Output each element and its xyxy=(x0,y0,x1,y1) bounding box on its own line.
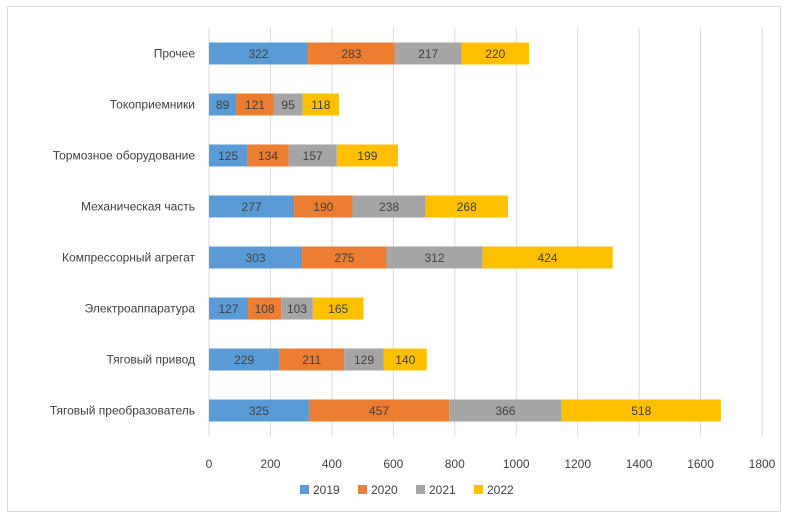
category-label: Тормозное оборудование xyxy=(53,149,196,163)
legend-swatch xyxy=(358,485,367,494)
data-label: 283 xyxy=(341,47,361,61)
bar-segment xyxy=(383,348,427,371)
bar-segment xyxy=(336,144,398,167)
data-label: 199 xyxy=(357,149,377,163)
bar-segment xyxy=(209,348,280,371)
category-label: Тяговый преобразователь xyxy=(50,404,195,418)
x-tick-label: 1800 xyxy=(749,457,776,471)
data-label: 157 xyxy=(303,149,323,163)
bar-segment xyxy=(294,195,353,218)
bar-segment xyxy=(248,297,282,320)
legend-swatch xyxy=(416,485,425,494)
data-label: 325 xyxy=(249,404,269,418)
data-label: 134 xyxy=(258,149,278,163)
data-label: 165 xyxy=(328,302,348,316)
legend-label: 2019 xyxy=(313,483,340,497)
bar-segment xyxy=(394,42,462,65)
bar-segment xyxy=(273,93,303,116)
x-tick-label: 0 xyxy=(206,457,213,471)
bar-segment xyxy=(209,246,303,269)
bar-segment xyxy=(209,93,237,116)
category-label: Механическая часть xyxy=(81,200,195,214)
x-tick-label: 600 xyxy=(383,457,403,471)
bar-segment xyxy=(209,195,295,218)
category-label: Компрессорный агрегат xyxy=(62,251,195,265)
x-tick-label: 1200 xyxy=(564,457,591,471)
data-label: 127 xyxy=(218,302,238,316)
data-label: 125 xyxy=(218,149,238,163)
data-label: 95 xyxy=(281,98,295,112)
data-label: 229 xyxy=(234,353,254,367)
data-label: 457 xyxy=(369,404,389,418)
category-label: Электроаппаратура xyxy=(85,302,196,316)
bar-segment xyxy=(449,399,562,422)
category-label: Прочее xyxy=(154,47,196,61)
bar-segment xyxy=(561,399,721,422)
category-labels: Прочее Токоприемники Тормозное оборудовани… xyxy=(50,47,196,418)
data-label: 121 xyxy=(245,98,265,112)
legend-label: 2021 xyxy=(429,483,456,497)
legend-label: 2020 xyxy=(371,483,398,497)
data-label: 190 xyxy=(313,200,333,214)
x-tick-label: 1400 xyxy=(626,457,653,471)
category-label: Токоприемники xyxy=(110,98,195,112)
data-label: 366 xyxy=(495,404,515,418)
x-tick-label: 800 xyxy=(445,457,465,471)
data-label: 140 xyxy=(395,353,415,367)
data-label: 238 xyxy=(379,200,399,214)
data-label: 312 xyxy=(424,251,444,265)
data-label: 89 xyxy=(216,98,230,112)
bar-segment xyxy=(209,42,308,65)
x-tick-label: 200 xyxy=(260,457,280,471)
x-tick-label: 1000 xyxy=(503,457,530,471)
data-label: 268 xyxy=(457,200,477,214)
x-axis-ticks: 0 200 400 600 800 1000 1200 1400 1600 1800 xyxy=(206,457,776,471)
bars: 322 283 217 220 89 121 95 118 125 134 157 199 277 190… xyxy=(209,42,721,422)
bar-segment xyxy=(386,246,483,269)
category-label: Тяговый привод xyxy=(106,353,195,367)
data-label: 118 xyxy=(311,98,330,112)
data-label: 129 xyxy=(354,353,374,367)
x-tick-label: 1600 xyxy=(687,457,714,471)
bar-segment xyxy=(281,297,313,320)
bar-segment xyxy=(344,348,384,371)
data-label: 424 xyxy=(538,251,558,265)
bar-segment xyxy=(279,348,345,371)
data-label: 108 xyxy=(255,302,275,316)
bar-segment xyxy=(482,246,613,269)
data-label: 277 xyxy=(242,200,262,214)
data-label: 275 xyxy=(334,251,354,265)
bar-segment xyxy=(461,42,530,65)
legend-swatch xyxy=(300,485,309,494)
bar-segment xyxy=(302,93,339,116)
bar-segment xyxy=(209,144,248,167)
bar-segment xyxy=(288,144,337,167)
bar-segment xyxy=(302,246,387,269)
data-label: 518 xyxy=(631,404,651,418)
legend-swatch xyxy=(474,485,483,494)
bar-segment xyxy=(236,93,274,116)
x-tick-label: 400 xyxy=(322,457,342,471)
gridlines xyxy=(208,28,763,436)
bar-segment xyxy=(247,144,289,167)
data-label: 303 xyxy=(246,251,266,265)
legend: 2019 2020 2021 2022 xyxy=(300,483,514,497)
data-label: 220 xyxy=(485,47,505,61)
bar-segment xyxy=(209,297,249,320)
bar-segment xyxy=(209,399,309,422)
data-label: 211 xyxy=(302,353,321,367)
bar-segment xyxy=(308,399,450,422)
legend-label: 2022 xyxy=(487,483,514,497)
data-label: 103 xyxy=(287,302,307,316)
bar-segment xyxy=(352,195,426,218)
bar-segment xyxy=(312,297,364,320)
data-label: 322 xyxy=(248,47,268,61)
bar-segment xyxy=(307,42,395,65)
bar-segment xyxy=(425,195,508,218)
data-label: 217 xyxy=(418,47,438,61)
